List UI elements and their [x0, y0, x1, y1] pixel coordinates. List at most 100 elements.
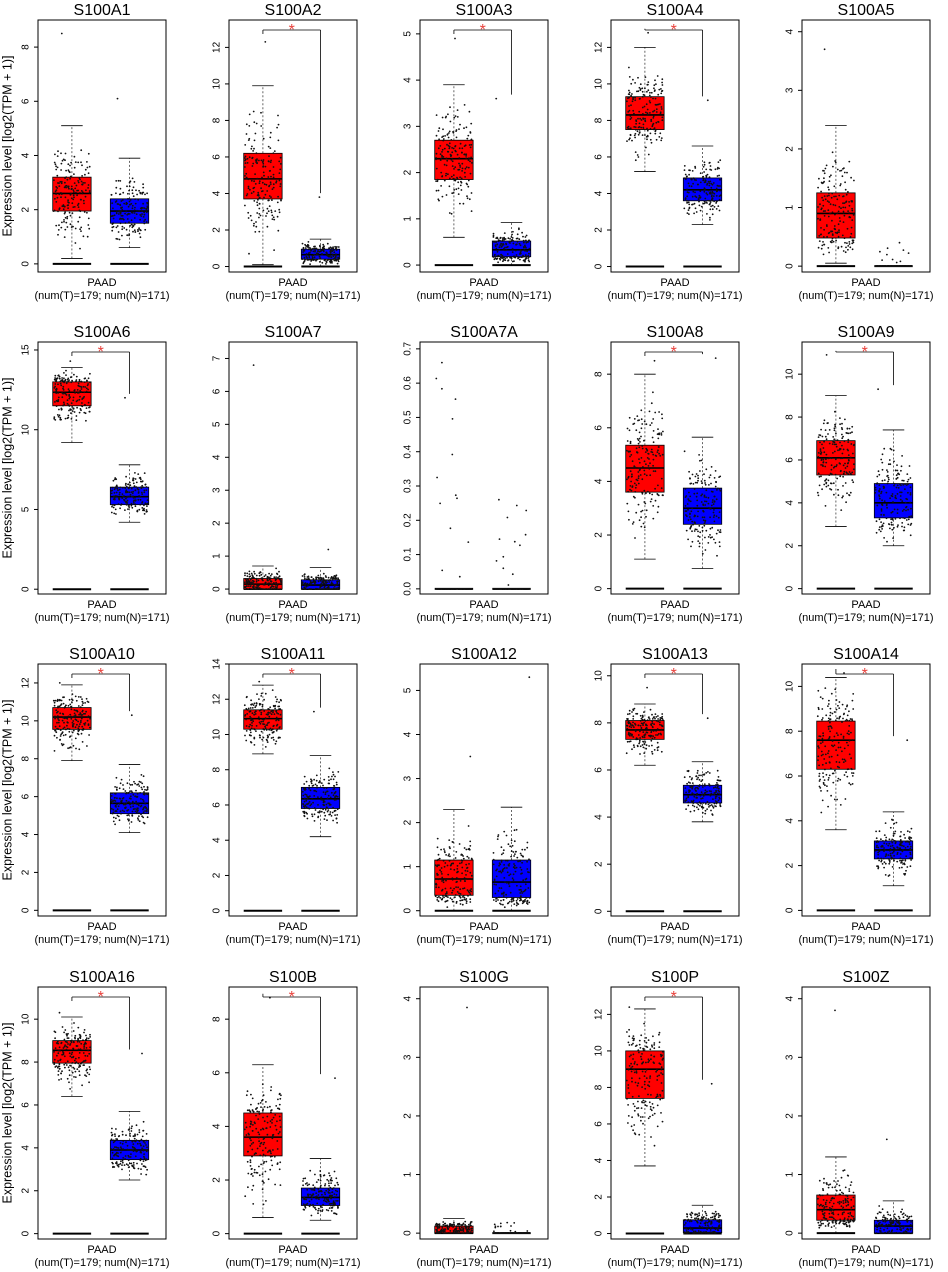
significance-star: * — [289, 666, 295, 683]
data-point — [141, 815, 144, 818]
data-point — [710, 466, 713, 468]
data-point — [138, 210, 141, 213]
data-point — [262, 166, 264, 168]
data-point — [329, 803, 332, 806]
data-point — [246, 713, 249, 715]
data-point — [709, 216, 711, 219]
data-point — [81, 183, 83, 186]
data-point — [132, 477, 135, 480]
data-point — [253, 713, 256, 716]
data-point — [276, 588, 279, 590]
data-point — [685, 199, 688, 202]
data-point — [260, 713, 263, 716]
data-point — [303, 810, 306, 813]
data-point — [260, 159, 263, 162]
data-point — [502, 567, 505, 570]
data-point — [439, 145, 442, 147]
data-point — [69, 735, 72, 738]
data-point — [87, 184, 90, 186]
plot-frame — [228, 341, 358, 595]
data-point — [275, 719, 277, 722]
data-point — [58, 377, 61, 380]
data-point — [330, 247, 333, 250]
plot-frame — [419, 663, 549, 917]
data-point — [880, 525, 883, 528]
data-point — [249, 188, 251, 191]
data-point — [334, 809, 337, 812]
data-point — [468, 110, 471, 113]
data-point — [116, 225, 119, 227]
panel-title: S100A1 — [74, 2, 131, 19]
data-point — [895, 261, 898, 264]
data-point — [888, 523, 891, 526]
data-point — [62, 204, 65, 206]
data-point — [647, 153, 650, 156]
data-point — [469, 871, 472, 874]
data-point — [824, 198, 827, 201]
data-point — [712, 511, 715, 514]
data-point — [511, 573, 514, 576]
data-point — [459, 903, 462, 905]
data-point — [713, 520, 716, 523]
data-point — [697, 510, 699, 513]
data-point — [301, 242, 304, 245]
data-point — [823, 451, 826, 454]
data-point — [499, 902, 501, 905]
data-point — [329, 579, 332, 582]
data-point — [114, 786, 116, 788]
data-point — [468, 891, 471, 894]
y-axis-label: Expression level [log2(TPM + 1)] — [0, 56, 14, 237]
data-point — [256, 177, 259, 180]
data-point — [698, 194, 701, 197]
data-point — [115, 513, 117, 515]
data-point — [660, 487, 663, 490]
data-point — [74, 187, 77, 190]
data-point — [246, 572, 249, 575]
data-point — [302, 803, 305, 806]
data-point — [137, 819, 140, 821]
data-point — [686, 195, 689, 198]
data-point — [317, 580, 320, 583]
data-point — [258, 203, 261, 205]
data-point — [81, 700, 84, 703]
data-point — [277, 712, 280, 715]
data-point — [449, 106, 451, 109]
data-point — [335, 254, 337, 257]
data-point — [710, 182, 713, 185]
data-point — [268, 205, 271, 208]
data-point — [58, 414, 61, 417]
data-point — [132, 497, 135, 499]
data-point — [661, 116, 664, 119]
data-point — [72, 723, 75, 725]
data-point — [709, 536, 712, 539]
data-point — [439, 588, 441, 590]
data-point — [71, 701, 73, 704]
data-point — [909, 501, 912, 504]
data-point — [143, 513, 146, 515]
data-point — [261, 190, 263, 193]
data-point — [130, 502, 133, 505]
data-point — [301, 582, 304, 584]
data-point — [304, 587, 307, 590]
data-point — [847, 248, 849, 251]
data-point — [628, 416, 631, 419]
data-point — [821, 182, 824, 185]
data-point — [505, 859, 507, 862]
data-point — [268, 576, 270, 579]
data-point — [435, 134, 438, 137]
data-point — [644, 87, 646, 90]
data-point — [61, 380, 64, 383]
data-point — [70, 402, 73, 405]
data-point — [631, 475, 633, 478]
data-point — [687, 498, 690, 500]
y-tick-label: 8 — [785, 414, 796, 420]
data-point — [245, 177, 248, 180]
data-point — [503, 906, 506, 909]
data-point — [527, 239, 530, 242]
data-point — [823, 177, 825, 180]
y-tick-label: 0 — [403, 262, 414, 268]
data-point — [634, 99, 637, 101]
data-point — [652, 115, 655, 118]
data-point — [129, 806, 132, 808]
data-point — [69, 746, 72, 749]
